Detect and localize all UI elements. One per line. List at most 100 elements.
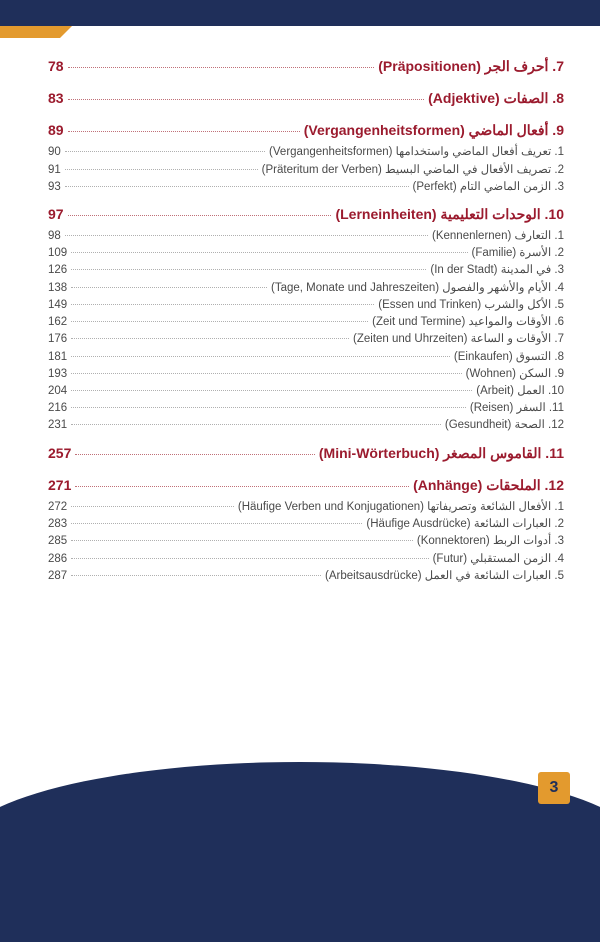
- toc-sub-row: 1. تعريف أفعال الماضي واستخدامها (Vergan…: [48, 142, 564, 159]
- toc-leader-dots: [71, 523, 362, 524]
- toc-sub-row: 1. التعارف (Kennenlernen)98: [48, 226, 564, 243]
- toc-page: 83: [48, 90, 64, 106]
- toc-page: 286: [48, 553, 67, 566]
- toc-title: 2. تصريف الأفعال في الماضي البسيط (Präte…: [262, 164, 564, 177]
- toc-page: 98: [48, 230, 61, 243]
- toc-title: 10. العمل (Arbeit): [476, 385, 564, 398]
- toc-page: 283: [48, 518, 67, 531]
- toc-title: 11. السفر (Reisen): [470, 402, 564, 415]
- toc-chapter-row: 8. الصفات (Adjektive) 83: [48, 78, 564, 110]
- toc-page: 181: [48, 351, 67, 364]
- toc-leader-dots: [71, 304, 374, 305]
- toc-page: 78: [48, 58, 64, 74]
- toc-title: 12. الملحقات (Anhänge): [413, 477, 564, 493]
- toc-title: 9. أفعال الماضي (Vergangenheitsformen): [304, 122, 564, 138]
- toc-page: 272: [48, 501, 67, 514]
- toc-title: 7. أحرف الجر (Präpositionen): [378, 58, 564, 74]
- toc-page: 193: [48, 368, 67, 381]
- toc-title: 3. الزمن الماضي التام (Perfekt): [413, 181, 564, 194]
- toc-page: 231: [48, 419, 67, 432]
- toc-sub-row: 3. أدوات الربط (Konnektoren)285: [48, 531, 564, 548]
- toc-page: 93: [48, 181, 61, 194]
- toc-page: 216: [48, 402, 67, 415]
- footer-curve: [0, 762, 600, 942]
- toc-page: 126: [48, 264, 67, 277]
- toc-title: 5. الأكل والشرب (Essen und Trinken): [378, 299, 564, 312]
- toc-chapter-row: 11. القاموس المصغر (Mini-Wörterbuch) 257: [48, 433, 564, 465]
- toc-title: 2. العبارات الشائعة (Häufige Ausdrücke): [366, 518, 564, 531]
- toc-leader-dots: [71, 558, 428, 559]
- toc-title: 3. في المدينة (In der Stadt): [430, 264, 564, 277]
- toc-title: 8. التسوق (Einkaufen): [454, 351, 564, 364]
- toc-title: 4. الزمن المستقبلي (Futur): [433, 553, 564, 566]
- toc-sub-row: 5. الأكل والشرب (Essen und Trinken) 149: [48, 295, 564, 312]
- toc-leader-dots: [71, 252, 467, 253]
- toc-page: 149: [48, 299, 67, 312]
- toc-sub-row: 11. السفر (Reisen) 216: [48, 398, 564, 415]
- toc-sub-row: 8. التسوق (Einkaufen) 181: [48, 347, 564, 364]
- toc-sub-row: 7. الأوقات و الساعة (Zeiten und Uhrzeite…: [48, 329, 564, 346]
- toc-leader-dots: [71, 338, 349, 339]
- toc-chapter-row: 12. الملحقات (Anhänge) 271: [48, 465, 564, 497]
- toc-page: 109: [48, 247, 67, 260]
- page-number-badge: 3: [538, 772, 570, 804]
- toc-title: 11. القاموس المصغر (Mini-Wörterbuch): [319, 445, 564, 461]
- toc-sub-row: 6. الأوقات والمواعيد (Zeit und Termine)1…: [48, 312, 564, 329]
- toc-sub-row: 4. الزمن المستقبلي (Futur) 286: [48, 549, 564, 566]
- toc-page: 138: [48, 282, 67, 295]
- toc-leader-dots: [65, 186, 409, 187]
- toc-leader-dots: [71, 287, 267, 288]
- toc-leader-dots: [71, 321, 368, 322]
- toc-page: 89: [48, 122, 64, 138]
- toc-title: 10. الوحدات التعليمية (Lerneinheiten): [335, 206, 564, 222]
- toc-title: 5. العبارات الشائعة في العمل (Arbeitsaus…: [325, 570, 564, 583]
- toc-leader-dots: [68, 67, 375, 68]
- toc-sub-row: 4. الأيام والأشهر والفصول (Tage, Monate …: [48, 278, 564, 295]
- toc-sub-row: 2. العبارات الشائعة (Häufige Ausdrücke) 2…: [48, 514, 564, 531]
- toc-leader-dots: [65, 151, 265, 152]
- toc-sub-row: 1. الأفعال الشائعة وتصريفاتها (Häufige V…: [48, 497, 564, 514]
- toc-sub-row: 9. السكن (Wohnen) 193: [48, 364, 564, 381]
- toc-page: 91: [48, 164, 61, 177]
- toc-leader-dots: [71, 575, 321, 576]
- toc-leader-dots: [71, 506, 234, 507]
- toc-sub-row: 2. تصريف الأفعال في الماضي البسيط (Präte…: [48, 160, 564, 177]
- toc-page: 97: [48, 206, 64, 222]
- toc-leader-dots: [68, 215, 332, 216]
- toc-title: 1. الأفعال الشائعة وتصريفاتها (Häufige V…: [238, 501, 564, 514]
- toc-chapter-row: 10. الوحدات التعليمية (Lerneinheiten) 97: [48, 194, 564, 226]
- toc-leader-dots: [71, 390, 472, 391]
- toc-leader-dots: [68, 131, 300, 132]
- toc-page: 271: [48, 477, 71, 493]
- toc-page: 285: [48, 535, 67, 548]
- toc-title: 4. الأيام والأشهر والفصول (Tage, Monate …: [271, 282, 564, 295]
- toc-leader-dots: [71, 356, 450, 357]
- toc-title: 6. الأوقات والمواعيد (Zeit und Termine): [372, 316, 564, 329]
- toc-title: 8. الصفات (Adjektive): [428, 90, 564, 106]
- toc-page: 90: [48, 146, 61, 159]
- toc-leader-dots: [65, 235, 428, 236]
- toc-leader-dots: [71, 407, 466, 408]
- toc-sub-row: 3. في المدينة (In der Stadt) 126: [48, 260, 564, 277]
- toc-title: 2. الأسرة (Familie): [472, 247, 565, 260]
- toc-leader-dots: [75, 454, 315, 455]
- toc-page: 176: [48, 333, 67, 346]
- header-border: [0, 0, 600, 26]
- toc-page: 257: [48, 445, 71, 461]
- toc-leader-dots: [75, 486, 409, 487]
- toc-chapter-row: 9. أفعال الماضي (Vergangenheitsformen) 89: [48, 110, 564, 142]
- toc-sub-row: 3. الزمن الماضي التام (Perfekt) 93: [48, 177, 564, 194]
- toc-leader-dots: [71, 373, 461, 374]
- toc-sub-row: 10. العمل (Arbeit)204: [48, 381, 564, 398]
- toc-title: 12. الصحة (Gesundheit): [445, 419, 564, 432]
- toc-page: 287: [48, 570, 67, 583]
- toc-leader-dots: [71, 540, 413, 541]
- toc-chapter-row: 7. أحرف الجر (Präpositionen) 78: [48, 46, 564, 78]
- toc-sub-row: 5. العبارات الشائعة في العمل (Arbeitsaus…: [48, 566, 564, 583]
- toc-leader-dots: [68, 99, 425, 100]
- toc-sub-row: 2. الأسرة (Familie) 109: [48, 243, 564, 260]
- toc-title: 1. تعريف أفعال الماضي واستخدامها (Vergan…: [269, 146, 564, 159]
- toc-title: 9. السكن (Wohnen): [466, 368, 564, 381]
- toc-leader-dots: [65, 169, 258, 170]
- toc-sub-row: 12. الصحة (Gesundheit) 231: [48, 415, 564, 432]
